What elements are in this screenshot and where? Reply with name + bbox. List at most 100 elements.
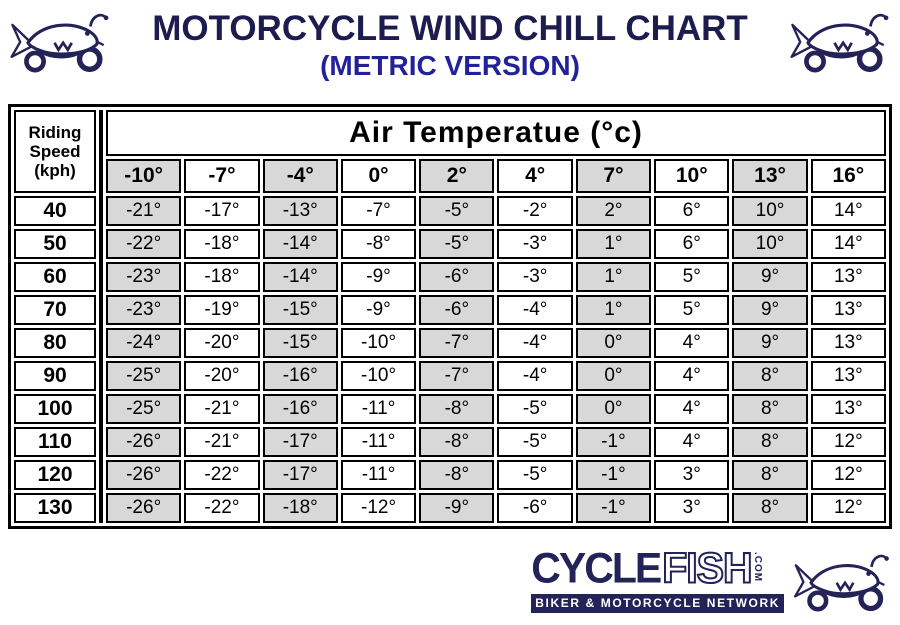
temp-col-header: 4° — [497, 159, 573, 193]
motorcycle-fish-icon — [4, 10, 116, 74]
windchill-cell: 8° — [732, 460, 808, 490]
windchill-cell: -21° — [184, 427, 260, 457]
windchill-cell: -16° — [262, 394, 338, 424]
windchill-cell: 5° — [654, 295, 730, 325]
windchill-cell: -2° — [497, 196, 573, 226]
riding-speed-header: Riding Speed (kph) — [14, 110, 96, 193]
windchill-cell: 0° — [575, 328, 652, 358]
windchill-cell: -25° — [106, 361, 182, 391]
windchill-cell: -9° — [419, 493, 495, 523]
windchill-cell: -13° — [262, 196, 338, 226]
windchill-cell: 12° — [810, 427, 886, 457]
windchill-cell: 8° — [732, 493, 808, 523]
windchill-cell: 8° — [732, 427, 808, 457]
windchill-cell: -14° — [262, 229, 338, 259]
windchill-cell: -7° — [340, 196, 417, 226]
windchill-cell: -10° — [340, 361, 417, 391]
temp-col-header: -10° — [106, 159, 182, 193]
windchill-cell: -7° — [419, 361, 495, 391]
motorcycle-fish-icon — [792, 551, 892, 613]
brand-cycle-text: CYCLE — [531, 543, 662, 593]
windchill-cell: -8° — [419, 427, 495, 457]
table-row: 60 -23° -18° -14° -9° -6° -3° 1° 5° 9° 13° — [14, 262, 886, 292]
windchill-cell: 8° — [732, 394, 808, 424]
speed-cell: 50 — [14, 229, 96, 259]
windchill-cell: -10° — [340, 328, 417, 358]
windchill-cell: -26° — [106, 427, 182, 457]
windchill-cell: -17° — [262, 427, 338, 457]
windchill-cell: -22° — [184, 493, 260, 523]
table-header-row-2: -10° -7° -4° 0° 2° 4° 7° 10° 13° 16° — [14, 159, 886, 193]
windchill-cell: 4° — [654, 328, 730, 358]
windchill-cell: -12° — [340, 493, 417, 523]
windchill-cell: 5° — [654, 262, 730, 292]
page-subtitle: (METRIC VERSION) — [320, 49, 580, 81]
speed-cell: 60 — [14, 262, 96, 292]
windchill-cell: -15° — [262, 328, 338, 358]
table-row: 70 -23° -19° -15° -9° -6° -4° 1° 5° 9° 13° — [14, 295, 886, 325]
windchill-cell: 13° — [810, 262, 886, 292]
windchill-cell: 1° — [575, 229, 652, 259]
windchill-cell: -5° — [419, 229, 495, 259]
windchill-cell: -25° — [106, 394, 182, 424]
table-row: 90 -25° -20° -16° -10° -7° -4° 0° 4° 8° 13° — [14, 361, 886, 391]
cyclefish-logo-text: CYCLE FISH .COM BIKER & MOTORCYCLE NETWO… — [531, 543, 784, 613]
windchill-cell: -5° — [497, 427, 573, 457]
windchill-cell: -19° — [184, 295, 260, 325]
windchill-cell: 9° — [732, 328, 808, 358]
windchill-cell: -24° — [106, 328, 182, 358]
speed-cell: 100 — [14, 394, 96, 424]
windchill-cell: -7° — [419, 328, 495, 358]
windchill-cell: -4° — [497, 295, 573, 325]
speed-cell: 130 — [14, 493, 96, 523]
windchill-cell: -1° — [575, 493, 652, 523]
windchill-cell: 6° — [654, 229, 730, 259]
windchill-cell: -18° — [184, 262, 260, 292]
windchill-cell: 13° — [810, 394, 886, 424]
windchill-cell: 4° — [654, 361, 730, 391]
windchill-cell: -1° — [575, 427, 652, 457]
windchill-cell: 3° — [654, 460, 730, 490]
windchill-cell: -26° — [106, 493, 182, 523]
windchill-cell: -14° — [262, 262, 338, 292]
title-block: MOTORCYCLE WIND CHILL CHART (METRIC VERS… — [116, 6, 784, 81]
windchill-cell: 10° — [732, 196, 808, 226]
temp-col-header: 2° — [419, 159, 495, 193]
windchill-cell: -4° — [497, 361, 573, 391]
windchill-cell: 3° — [654, 493, 730, 523]
windchill-cell: -23° — [106, 262, 182, 292]
temp-col-header: 0° — [340, 159, 417, 193]
logo-tagline: BIKER & MOTORCYCLE NETWORK — [531, 594, 784, 613]
speed-cell: 70 — [14, 295, 96, 325]
windchill-cell: 13° — [810, 361, 886, 391]
brand-dotcom-text: .COM — [752, 552, 764, 583]
windchill-cell: -20° — [184, 328, 260, 358]
windchill-cell: -8° — [419, 460, 495, 490]
motorcycle-fish-icon — [784, 10, 896, 74]
windchill-cell: -4° — [497, 328, 573, 358]
windchill-cell: 1° — [575, 262, 652, 292]
cyclefish-logo: CYCLE FISH .COM BIKER & MOTORCYCLE NETWO… — [531, 543, 892, 613]
windchill-cell: -11° — [340, 394, 417, 424]
windchill-cell: 13° — [810, 295, 886, 325]
temp-col-header: -4° — [262, 159, 338, 193]
windchill-cell: -21° — [106, 196, 182, 226]
windchill-cell: -22° — [184, 460, 260, 490]
windchill-cell: -5° — [497, 460, 573, 490]
windchill-cell: -5° — [419, 196, 495, 226]
temp-col-header: 13° — [732, 159, 808, 193]
windchill-cell: -18° — [262, 493, 338, 523]
table-row: 80 -24° -20° -15° -10° -7° -4° 0° 4° 9° 13° — [14, 328, 886, 358]
windchill-cell: -17° — [262, 460, 338, 490]
windchill-cell: 1° — [575, 295, 652, 325]
windchill-cell: -9° — [340, 262, 417, 292]
windchill-cell: 0° — [575, 394, 652, 424]
windchill-cell: 8° — [732, 361, 808, 391]
wind-chill-table: Riding Speed (kph) Air Temperatue (°c) -… — [8, 104, 892, 529]
table-row: 120 -26° -22° -17° -11° -8° -5° -1° 3° 8° 12° — [14, 460, 886, 490]
windchill-cell: 9° — [732, 295, 808, 325]
windchill-cell: 12° — [810, 493, 886, 523]
cyclefish-wordmark: CYCLE FISH .COM — [531, 543, 784, 593]
speed-cell: 40 — [14, 196, 96, 226]
